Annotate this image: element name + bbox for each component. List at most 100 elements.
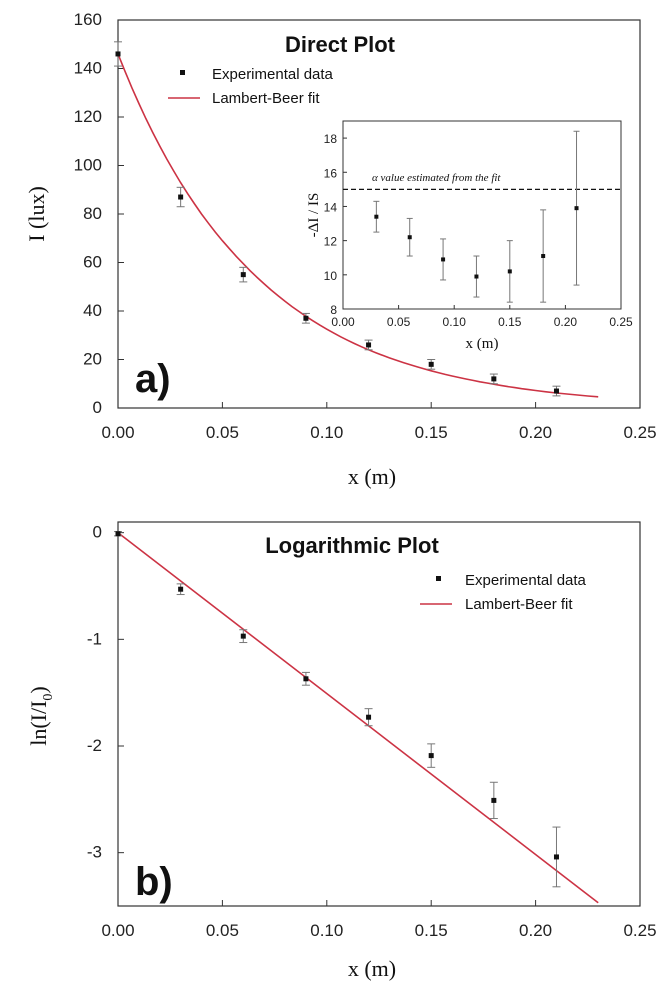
- panel-b-title: Logarithmic Plot: [265, 533, 439, 558]
- data-point: [115, 531, 121, 537]
- x-tick-label: 0.00: [101, 921, 134, 940]
- x-tick-label: 0.05: [206, 921, 239, 940]
- x-tick-label: 0.15: [415, 921, 448, 940]
- y-tick-label: -2: [87, 736, 102, 755]
- data-point: [366, 714, 372, 720]
- panel-b: 0.00 0.05 0.10 0.15 0.20 0.25 0 -1 -2 -3 Logarit…: [26, 521, 657, 981]
- panel-b-legend: Experimental data Lambert-Beer fit: [420, 572, 587, 613]
- y-tick-label: 0: [93, 398, 102, 417]
- panel-a-y-axis-label: I (lux): [24, 186, 49, 242]
- panel-b-y-ticks: 0 -1 -2 -3: [87, 523, 124, 862]
- panel-a-x-ticks: 0.00 0.05 0.10 0.15 0.20 0.25: [101, 402, 657, 442]
- y-label-subscript: 0: [41, 694, 56, 701]
- legend-label-experimental: Experimental data: [212, 66, 334, 83]
- fit-line: [117, 532, 599, 904]
- x-tick-label: 0.00: [101, 423, 134, 442]
- y-tick-label: 140: [74, 59, 102, 78]
- data-point: [240, 272, 246, 278]
- panel-b-x-ticks: 0.00 0.05 0.10 0.15 0.20 0.25: [101, 900, 657, 940]
- y-tick-label: 0: [93, 523, 102, 542]
- x-tick-label: 0.25: [623, 921, 656, 940]
- data-point: [491, 797, 497, 803]
- data-point: [407, 235, 412, 240]
- data-point: [574, 206, 579, 211]
- y-tick-label: 20: [83, 350, 102, 369]
- data-point: [303, 676, 309, 682]
- x-tick-label: 0.25: [623, 423, 656, 442]
- panel-a-x-axis-label: x (m): [348, 464, 396, 489]
- y-tick-label: 160: [74, 10, 102, 29]
- y-tick-label: 120: [74, 107, 102, 126]
- data-point: [178, 586, 184, 592]
- data-point: [303, 315, 309, 321]
- panel-a-inset: 0.00 0.05 0.10 0.15 0.20 0.25 8 10 12 14 16 18 α v…: [306, 120, 633, 352]
- y-tick-label: -1: [87, 629, 102, 648]
- data-point: [474, 274, 479, 279]
- y-tick-label: 80: [83, 204, 102, 223]
- data-point: [366, 342, 372, 348]
- x-tick-label: 0.25: [609, 315, 633, 329]
- data-point: [541, 254, 546, 259]
- data-point: [441, 257, 446, 262]
- y-tick-label: 8: [330, 303, 337, 317]
- fit-line: [117, 53, 599, 398]
- inset-y-ticks: 8 10 12 14 16 18: [324, 132, 347, 317]
- x-tick-label: 0.00: [331, 315, 355, 329]
- data-point: [491, 376, 497, 382]
- legend-label-fit: Lambert-Beer fit: [212, 90, 320, 107]
- data-point: [428, 361, 434, 367]
- data-point: [115, 51, 121, 57]
- x-tick-label: 0.05: [387, 315, 411, 329]
- y-label-main: ln(I/I: [26, 701, 51, 746]
- panel-a-label: a): [135, 357, 171, 401]
- y-tick-label: 100: [74, 156, 102, 175]
- x-tick-label: 0.10: [443, 315, 467, 329]
- y-label-tail: ): [26, 686, 51, 693]
- y-tick-label: 10: [324, 269, 338, 283]
- x-tick-label: 0.15: [498, 315, 522, 329]
- panel-a-title: Direct Plot: [285, 32, 396, 57]
- inset-data-series: [373, 130, 580, 303]
- panel-b-label: b): [135, 860, 173, 904]
- data-point: [374, 214, 379, 219]
- legend-marker-experimental: [180, 70, 185, 75]
- panel-b-fit-series: [117, 532, 599, 904]
- panel-a-data-series: [114, 41, 561, 397]
- y-tick-label: -3: [87, 843, 102, 862]
- x-tick-label: 0.20: [519, 921, 552, 940]
- inset-frame: [342, 120, 622, 310]
- panel-b-y-axis-label: ln(I/I0): [26, 686, 56, 746]
- y-tick-label: 16: [324, 166, 338, 180]
- y-tick-label: 40: [83, 301, 102, 320]
- data-point: [507, 269, 512, 274]
- x-tick-label: 0.10: [310, 921, 343, 940]
- data-point: [553, 388, 559, 394]
- data-point: [240, 633, 246, 639]
- data-point: [553, 854, 559, 860]
- panel-b-frame: [117, 521, 641, 907]
- legend-label-experimental: Experimental data: [465, 572, 587, 589]
- panel-b-x-axis-label: x (m): [348, 956, 396, 981]
- x-tick-label: 0.10: [310, 423, 343, 442]
- data-point: [428, 753, 434, 759]
- x-tick-label: 0.20: [554, 315, 578, 329]
- panel-a-fit-series: [117, 53, 599, 398]
- y-tick-label: 18: [324, 132, 338, 146]
- inset-y-axis-label: -ΔI / IS: [306, 193, 322, 238]
- x-tick-label: 0.05: [206, 423, 239, 442]
- y-tick-label: 12: [324, 235, 338, 249]
- inset-x-ticks: 0.00 0.05 0.10 0.15 0.20 0.25: [331, 305, 633, 329]
- panel-a-y-ticks: 0 20 40 60 80 100 120 140 160: [74, 10, 124, 417]
- panel-a: 0.00 0.05 0.10 0.15 0.20 0.25 020406080100120…: [24, 10, 657, 489]
- inset-x-axis-label: x (m): [466, 336, 499, 352]
- x-tick-label: 0.15: [415, 423, 448, 442]
- y-tick-label: 14: [324, 200, 338, 214]
- data-point: [178, 194, 184, 200]
- inset-annotation: α value estimated from the fit: [372, 172, 501, 184]
- legend-marker-experimental: [436, 576, 441, 581]
- y-tick-label: 60: [83, 253, 102, 272]
- legend-label-fit: Lambert-Beer fit: [465, 596, 573, 613]
- panel-a-legend: Experimental data Lambert-Beer fit: [168, 66, 334, 107]
- x-tick-label: 0.20: [519, 423, 552, 442]
